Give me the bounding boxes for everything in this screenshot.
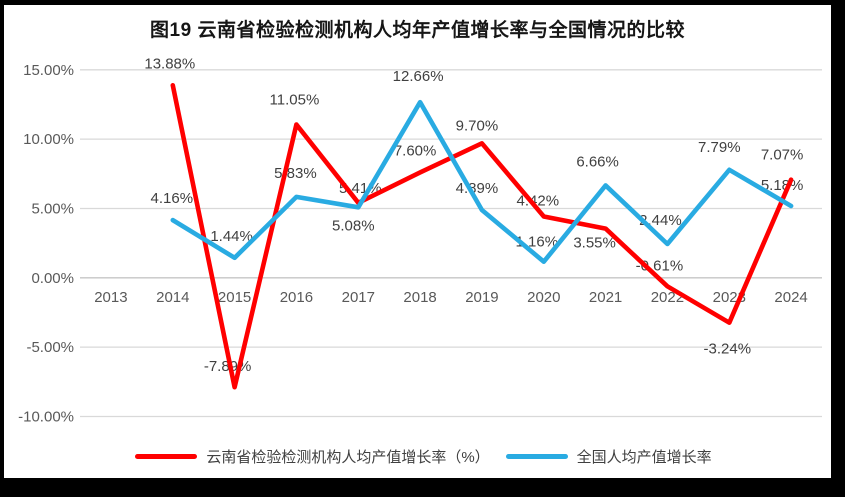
x-axis-tick-label: 2019 [465, 289, 498, 306]
chart-title: 图19 云南省检验检测机构人均年产值增长率与全国情况的比较 [150, 20, 685, 41]
data-label: 7.60% [394, 142, 437, 159]
x-axis-tick-label: 2020 [527, 289, 560, 306]
chart-area: 图19 云南省检验检测机构人均年产值增长率与全国情况的比较 15.00% 10.0… [4, 5, 831, 478]
data-label: 12.66% [393, 68, 444, 85]
data-label: 4.89% [456, 180, 499, 197]
data-label: 3.55% [573, 235, 616, 252]
data-label: -3.24% [704, 341, 752, 358]
chart-plot: 15.00% 10.00% 5.00% 0.00% -5.00% -10.00% 2013 2… [18, 55, 822, 426]
data-label: 9.70% [456, 117, 499, 134]
chart-legend: 云南省检验检测机构人均产值增长率（%） 全国人均产值增长率 [10, 446, 837, 467]
data-label: 7.79% [698, 139, 741, 156]
x-axis-tick-label: 2014 [156, 289, 189, 306]
yunnan-series-swatch [135, 454, 198, 459]
x-axis-tick-label: 2021 [589, 289, 622, 306]
national-series-line [170, 99, 794, 265]
national-series-label: 全国人均产值增长率 [576, 449, 712, 466]
national-series-swatch [505, 454, 568, 459]
y-axis-tick-label: -10.00% [18, 409, 74, 426]
data-label: 4.16% [151, 190, 194, 207]
x-axis-tick-label: 2015 [218, 289, 251, 306]
data-label: 7.07% [761, 147, 804, 164]
y-axis-tick-label: 5.00% [31, 201, 74, 218]
x-axis-tick-label: 2013 [94, 289, 127, 306]
legend-item-yunnan: 云南省检验检测机构人均产值增长率（%） [135, 446, 490, 467]
yunnan-series-line [170, 83, 794, 390]
y-axis-tick-label: 15.00% [23, 62, 74, 79]
x-axis-tick-label: 2016 [280, 289, 313, 306]
x-axis-tick-label: 2024 [774, 289, 807, 306]
data-label: 5.08% [332, 217, 375, 234]
data-label: 5.83% [274, 165, 317, 182]
data-label: 11.05% [270, 92, 320, 109]
x-axis-tick-label: 2018 [403, 289, 436, 306]
y-axis-tick-label: 10.00% [23, 131, 74, 148]
data-label: 1.44% [210, 228, 253, 245]
data-label: 13.88% [144, 55, 195, 72]
y-axis-tick-label: -5.00% [26, 339, 74, 356]
yunnan-series-label: 云南省检验检测机构人均产值增长率（%） [206, 449, 490, 466]
y-axis-tick-label: 0.00% [31, 270, 74, 287]
data-label: 6.66% [576, 153, 619, 170]
x-axis-tick-label: 2017 [342, 289, 375, 306]
legend-item-national: 全国人均产值增长率 [505, 446, 712, 467]
